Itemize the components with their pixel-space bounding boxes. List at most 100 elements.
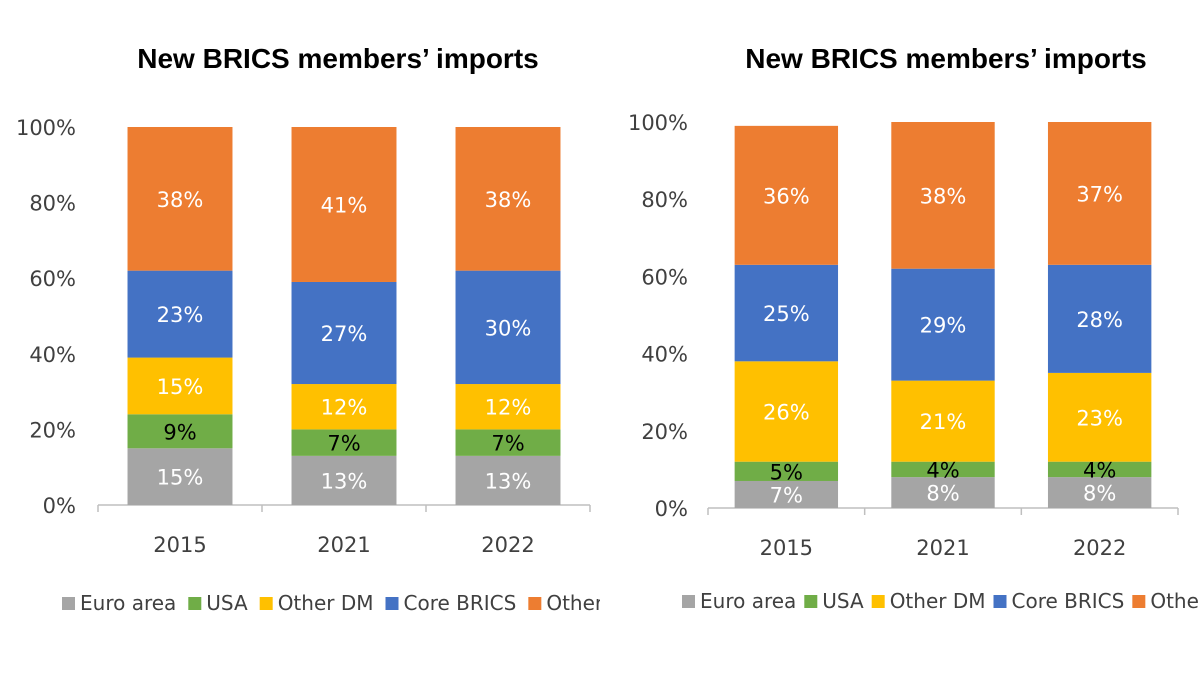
chart1-data-label: 7% <box>491 432 524 456</box>
chart1-y-tick-label: 20% <box>29 418 76 442</box>
chart2-data-label: 26% <box>763 401 810 425</box>
chart2-bar-other-dm-2015 <box>734 361 839 462</box>
chart2-bar-euro-area-2021 <box>891 477 995 508</box>
chart2-legend-swatch <box>682 595 695 608</box>
chart2-bar-usa-2022 <box>1047 461 1152 478</box>
chart2-bar-core-brics-2022 <box>1047 264 1152 373</box>
chart1-title: New BRICS members’ imports <box>137 43 538 74</box>
chart1-legend-swatch <box>259 597 273 610</box>
chart1-legend-swatch <box>62 597 75 610</box>
chart1-legend-item: Other EM <box>546 591 600 615</box>
chart2-data-label: 23% <box>1076 406 1123 430</box>
chart1-bar-other-em-2015 <box>127 127 233 271</box>
chart-left: New BRICS members’ imports 0% 20% 40% 60% 80%… <box>16 43 600 615</box>
chart1-y-tick-label: 0% <box>43 494 76 518</box>
chart2-legend-item: USA <box>822 589 864 613</box>
chart1-bar-euro-area-2015 <box>127 448 233 505</box>
chart2-data-label: 8% <box>1083 482 1116 506</box>
chart1-legend-item: Core BRICS <box>404 591 517 615</box>
chart1-data-label: 15% <box>157 375 204 399</box>
chart2-bar-other-em-2022 <box>1047 122 1152 265</box>
chart2-legend-item: Other DM <box>890 589 986 613</box>
chart2-title: New BRICS members’ imports <box>745 43 1146 74</box>
chart2-y-tick-label: 60% <box>641 265 688 289</box>
chart2-legend-swatch <box>871 595 885 608</box>
chart2-legend-item: Core BRICS <box>1012 589 1125 613</box>
chart2-data-label: 4% <box>1083 458 1116 482</box>
chart1-bar-core-brics-2015 <box>127 270 233 358</box>
chart2-legend-swatch <box>804 595 818 608</box>
chart1-data-label: 38% <box>485 188 532 212</box>
chart1-x-tick-label: 2015 <box>153 533 206 557</box>
chart-left-svg: New BRICS members’ imports 0% 20% 40% 60% 80%… <box>16 43 600 615</box>
chart1-data-label: 41% <box>321 193 368 217</box>
chart2-bar-euro-area-2015 <box>734 480 839 508</box>
chart2-bar-euro-area-2022 <box>1047 477 1152 508</box>
chart1-legend-item: Euro area <box>80 591 176 615</box>
chart-right-svg: New BRICS members’ imports 0% 20% 40% 60% 80%… <box>628 43 1200 613</box>
chart2-bar-core-brics-2015 <box>734 264 839 362</box>
chart2-y-tick-label: 40% <box>641 343 688 367</box>
chart1-bar-other-em-2022 <box>455 127 561 271</box>
chart2-bar-other-dm-2022 <box>1047 372 1152 462</box>
chart2-legend-item: Other EM <box>1150 589 1200 613</box>
chart2-data-label: 37% <box>1076 182 1123 206</box>
chart1-bar-other-dm-2022 <box>455 384 561 430</box>
chart1-bar-usa-2015 <box>127 414 233 449</box>
chart1-data-label: 30% <box>485 316 532 340</box>
chart1-data-label: 13% <box>321 469 368 493</box>
chart2-data-label: 28% <box>1076 308 1123 332</box>
chart2-y-tick-label: 20% <box>641 420 688 444</box>
chart2-legend-swatch <box>993 595 1007 608</box>
chart1-legend-swatch <box>528 597 542 610</box>
chart2-bar-other-em-2015 <box>734 125 839 265</box>
chart1-legend-swatch <box>385 597 399 610</box>
chart1-data-label: 12% <box>321 396 368 420</box>
chart1-y-tick-label: 40% <box>29 343 76 367</box>
chart1-bar-usa-2022 <box>455 429 561 456</box>
chart2-bar-usa-2015 <box>734 461 839 481</box>
chart2-data-label: 36% <box>763 184 810 208</box>
chart2-data-label: 4% <box>926 458 959 482</box>
chart1-bar-core-brics-2021 <box>291 281 397 385</box>
chart1-bar-euro-area-2021 <box>291 455 397 505</box>
chart2-data-label: 21% <box>920 410 967 434</box>
chart2-x-tick-label: 2015 <box>760 536 813 560</box>
chart2-legend-swatch <box>1132 595 1146 608</box>
chart2-data-label: 29% <box>920 314 967 338</box>
chart2-y-tick-label: 80% <box>641 188 688 212</box>
chart1-bar-other-dm-2015 <box>127 357 233 415</box>
chart1-data-label: 12% <box>485 396 532 420</box>
chart2-legend-item: Euro area <box>700 589 796 613</box>
chart1-legend-item: USA <box>206 591 248 615</box>
chart1-data-label: 7% <box>327 432 360 456</box>
chart-right: New BRICS members’ imports 0% 20% 40% 60% 80%… <box>600 0 1200 675</box>
chart1-bar-usa-2021 <box>291 429 397 456</box>
chart1-data-label: 13% <box>485 469 532 493</box>
chart2-x-tick-label: 2021 <box>916 536 969 560</box>
chart2-bar-other-em-2021 <box>891 122 995 269</box>
chart1-data-label: 27% <box>321 322 368 346</box>
chart2-y-tick-label: 0% <box>655 497 688 521</box>
chart2-y-tick-label: 100% <box>628 111 688 135</box>
chart1-y-tick-label: 80% <box>29 192 76 216</box>
chart1-data-label: 23% <box>157 303 204 327</box>
chart1-data-label: 15% <box>157 466 204 490</box>
chart1-data-label: 38% <box>157 188 204 212</box>
chart2-data-label: 8% <box>926 482 959 506</box>
chart2-data-label: 25% <box>763 302 810 326</box>
chart1-x-tick-label: 2021 <box>317 533 370 557</box>
chart1-bar-core-brics-2022 <box>455 270 561 385</box>
chart2-data-label: 5% <box>770 460 803 484</box>
chart1-legend-item: Other DM <box>278 591 374 615</box>
chart2-data-label: 7% <box>770 483 803 507</box>
chart1-bar-other-em-2021 <box>291 127 397 282</box>
chart2-bar-core-brics-2021 <box>891 268 995 381</box>
chart1-x-tick-label: 2022 <box>481 533 534 557</box>
chart2-bar-usa-2021 <box>891 461 995 478</box>
chart1-data-label: 9% <box>163 420 196 444</box>
chart1-bar-other-dm-2021 <box>291 384 397 430</box>
chart1-y-tick-label: 100% <box>16 116 76 140</box>
chart1-legend-swatch <box>188 597 202 610</box>
chart2-x-tick-label: 2022 <box>1073 536 1126 560</box>
